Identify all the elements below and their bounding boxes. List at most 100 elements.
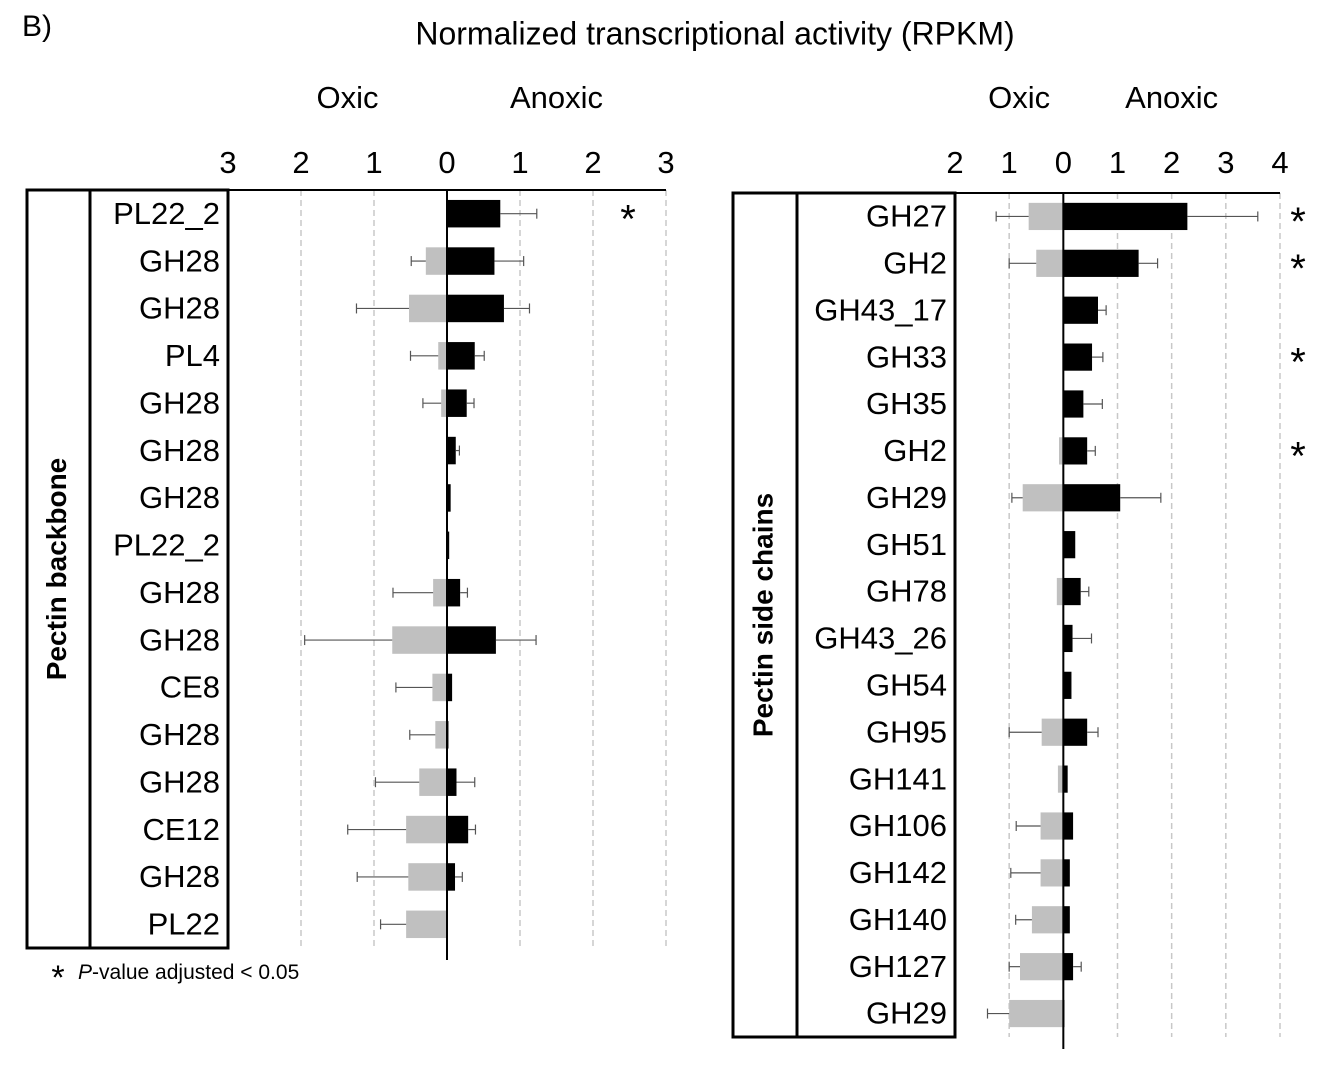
bar [1063,671,1072,699]
bar [447,389,467,417]
category-label: GH51 [866,527,947,562]
error-bar [1080,586,1090,597]
error-bar [1092,352,1104,363]
error-bar [460,587,469,598]
error-bar [1187,211,1259,222]
error-bar [1008,961,1020,972]
category-label: GH28 [139,291,220,326]
bar [1041,718,1064,746]
category-label: CE8 [160,670,220,705]
x-tick-label: 2 [292,145,309,180]
category-label: GH28 [139,480,220,515]
bar [1063,484,1121,512]
x-tick-label: 1 [1001,145,1018,180]
x-tick-label: 2 [1163,145,1180,180]
footnote-text: -value adjusted < 0.05 [92,961,299,984]
bar [1057,765,1064,793]
error-bar [304,635,393,646]
bar [1022,484,1064,512]
significance-star: * [1290,434,1306,478]
bar [1063,812,1074,840]
bar [447,863,456,891]
error-bar [1011,492,1023,503]
bar [1036,249,1064,277]
bar [1063,906,1070,934]
category-label: GH27 [866,199,947,234]
x-tick-label: 1 [511,145,528,180]
error-bar [494,256,525,267]
chart-title: Normalized transcriptional activity (RPK… [415,15,1014,51]
x-tick-label: 1 [365,145,382,180]
bar [447,768,457,796]
category-label: GH28 [139,243,220,278]
category-label: GH106 [849,808,947,843]
bar [1056,577,1064,606]
error-bar [409,350,439,361]
bar [433,578,447,607]
bar [447,673,453,702]
bar [447,626,496,654]
error-bar [392,587,434,598]
error-bar [468,824,477,835]
bar [425,247,447,275]
x-tick-label: 3 [1217,145,1234,180]
bar [1059,437,1064,465]
error-bar [1087,445,1096,456]
bar [1063,624,1073,653]
category-label: GH78 [866,574,947,609]
error-bar [1072,633,1093,644]
error-bar [409,729,436,740]
bar [438,342,447,370]
bar [447,815,469,844]
category-label: GH127 [849,949,947,984]
error-bar [466,398,475,409]
bar [409,294,447,323]
error-bar [374,777,420,788]
error-bar [1015,821,1041,831]
bar [1063,249,1139,277]
category-label: GH2 [883,246,947,281]
bar [432,673,447,702]
error-bar [1010,867,1041,878]
category-label: GH54 [866,668,947,703]
bar [1020,953,1064,981]
error-bar [1083,399,1103,409]
x-tick-label: 2 [584,145,601,180]
error-bar [1120,492,1162,503]
error-bar [410,256,426,267]
bar [1063,953,1074,981]
bar [419,768,447,796]
category-label: PL22_2 [113,528,220,563]
error-bar [355,303,410,314]
error-bar [995,211,1029,222]
bar [435,721,447,749]
category-label: GH35 [866,386,947,421]
significance-star: * [1290,247,1306,291]
bar [1063,765,1068,793]
category-label: GH140 [849,902,947,937]
significance-star: * [1290,341,1306,385]
side-label: Oxic [988,80,1050,115]
bar [447,342,475,370]
bar [1031,906,1064,934]
category-label: GH28 [139,717,220,752]
error-bar [395,682,433,693]
category-label: GH43_26 [814,621,947,656]
error-bar [1015,914,1032,925]
category-label: GH28 [139,622,220,657]
error-bar [347,824,407,835]
bar [392,626,447,654]
bar [1063,859,1070,887]
significance-star: * [1290,200,1306,244]
side-label: Oxic [317,80,379,115]
bar [406,815,447,844]
bar [447,436,456,465]
x-tick-label: 2 [946,145,963,180]
bar [1063,437,1088,465]
footnote: P-value adjusted < 0.05 [78,961,299,984]
category-label: GH43_17 [814,292,947,327]
bar [447,199,501,228]
bar [406,910,447,939]
category-label: GH28 [139,575,220,610]
